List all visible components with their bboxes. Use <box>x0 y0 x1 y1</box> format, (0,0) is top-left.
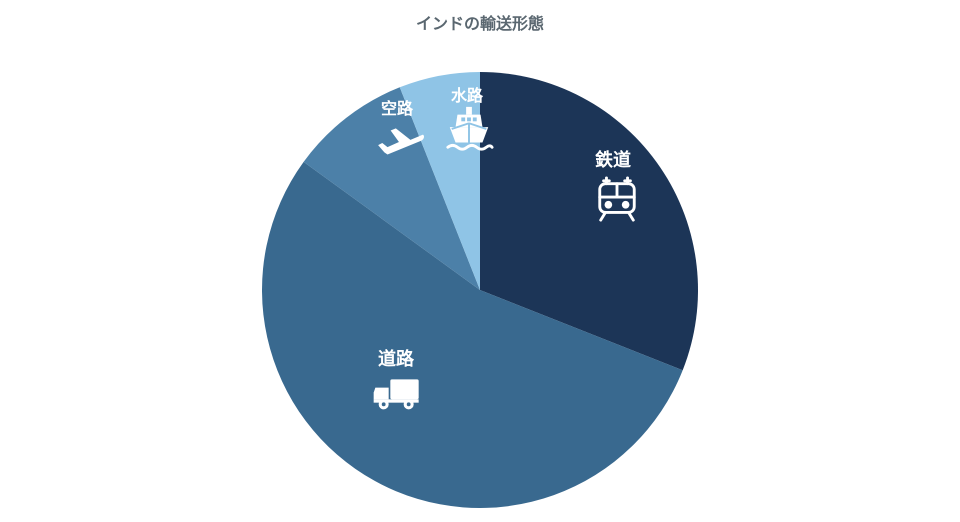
airplane-icon <box>375 118 425 168</box>
chart-title: インドの輸送形態 <box>0 10 960 34</box>
ship-icon <box>444 104 494 154</box>
train-icon <box>594 176 640 222</box>
slice-label-air: 空路 <box>381 95 413 119</box>
slice-label-rail: 鉄道 <box>595 146 631 172</box>
truck-icon <box>372 376 422 411</box>
slice-label-road: 道路 <box>378 345 414 371</box>
slice-label-water: 水路 <box>451 82 483 106</box>
